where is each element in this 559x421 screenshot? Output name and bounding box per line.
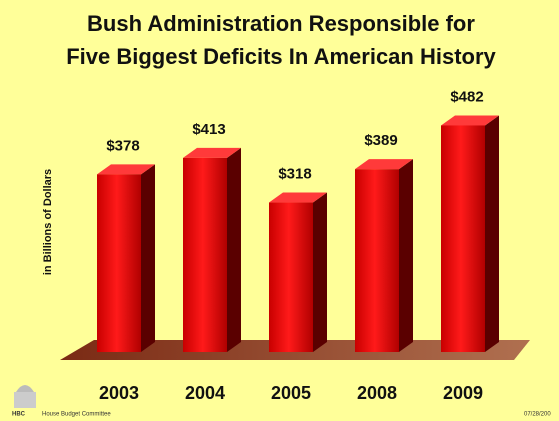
logo-dome: [16, 385, 34, 392]
x-tick-label: 2003: [99, 383, 139, 403]
bar-side: [313, 192, 327, 352]
logo-icon: [14, 392, 36, 408]
value-label: $378: [106, 137, 139, 154]
bar: [97, 174, 141, 352]
value-label: $482: [450, 88, 483, 105]
value-label: $413: [192, 121, 225, 138]
chart-title: Five Biggest Deficits In American Histor…: [66, 44, 496, 69]
y-axis-label: in Billions of Dollars: [42, 169, 54, 275]
chart-title: Bush Administration Responsible for: [87, 11, 475, 36]
bar-top: [97, 164, 155, 175]
value-label: $318: [278, 166, 311, 183]
bars: [97, 115, 499, 353]
footer-date: 07/28/200: [524, 412, 551, 418]
footer-source: House Budget Committee: [42, 412, 111, 418]
bar-side: [227, 147, 241, 352]
x-tick-label: 2005: [271, 383, 311, 403]
bar-side: [485, 115, 499, 353]
bar: [183, 157, 227, 352]
x-tick-label: 2009: [443, 383, 483, 403]
x-tick-label: 2008: [357, 383, 397, 403]
x-tick-label: 2004: [185, 383, 225, 403]
bar-top: [183, 147, 241, 158]
bar-top: [441, 115, 499, 126]
bar: [269, 202, 313, 352]
bar: [441, 125, 485, 353]
bar-side: [141, 164, 155, 352]
value-label: $389: [364, 132, 397, 149]
bar: [355, 169, 399, 352]
logo-text: HBC: [12, 412, 26, 418]
bar-top: [355, 159, 413, 170]
bar-top: [269, 192, 327, 203]
bar-side: [399, 159, 413, 352]
logo: [14, 385, 36, 408]
